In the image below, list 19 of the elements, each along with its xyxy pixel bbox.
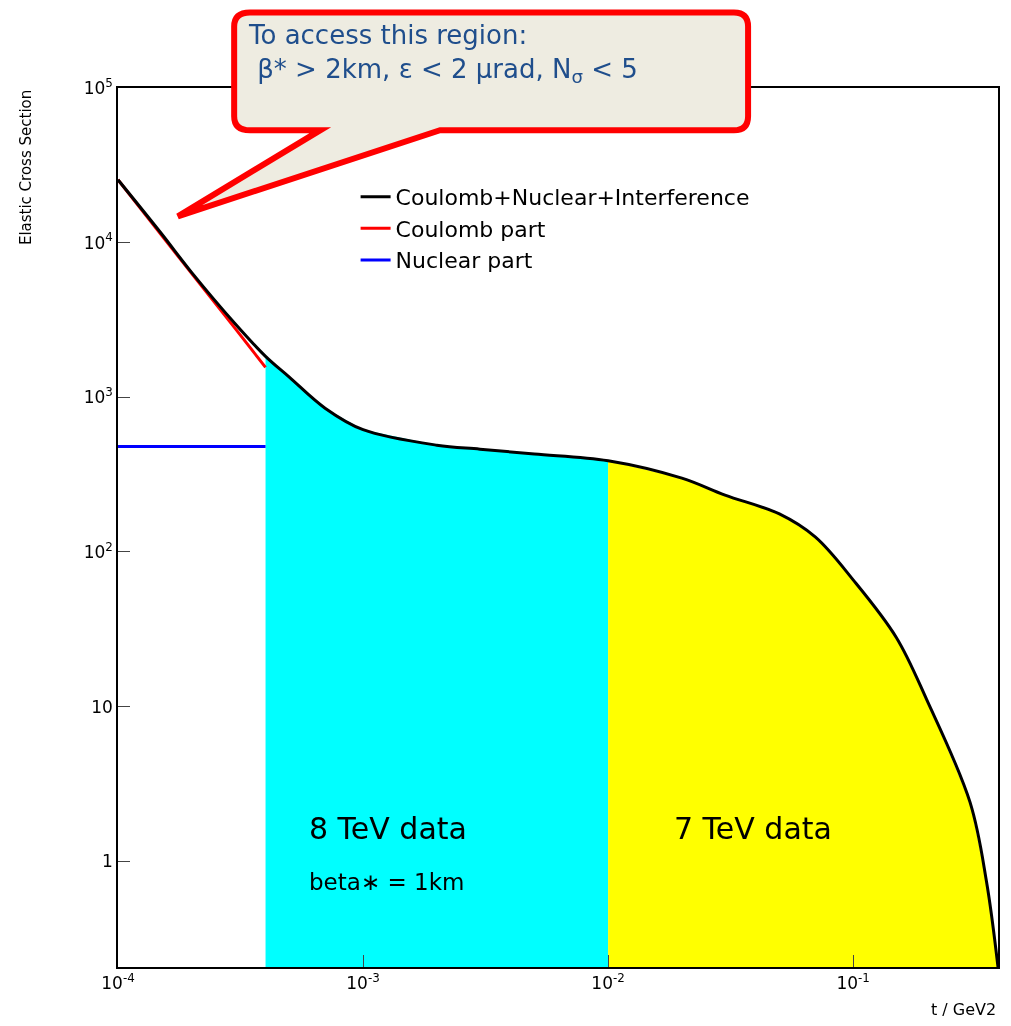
x-axis-title: t / GeV2 [931, 1000, 997, 1019]
y-axis-title: Elastic Cross Section [17, 89, 36, 246]
y-tick-label: 10$^{2}$ [83, 539, 113, 562]
y-tick-label: 10$^{3}$ [83, 385, 113, 408]
y-tick-label: 10$^{4}$ [83, 230, 113, 253]
x-tick-label: 10$^{-2}$ [591, 971, 625, 994]
y-tick-label: 10$^{5}$ [83, 75, 113, 98]
y-tick-label: 1 [102, 851, 113, 872]
annotation: 8 TeV data [309, 811, 467, 846]
legend-label: Coulomb+Nuclear+Interference [395, 185, 750, 211]
legend-label: Coulomb part [395, 216, 546, 242]
x-tick-label: 10$^{-4}$ [101, 971, 135, 994]
x-tick-label: 10$^{-3}$ [346, 971, 380, 994]
annotation: 7 TeV data [674, 811, 832, 846]
annotation: beta∗ = 1km [309, 869, 465, 895]
legend-label: Nuclear part [395, 248, 533, 274]
y-tick-label: 10 [91, 696, 113, 717]
x-tick-label: 10$^{-1}$ [836, 971, 870, 994]
text: To access this region: β* > 2km, ε < 2 μrad, N$_{σ}$ < 5 [248, 20, 638, 88]
